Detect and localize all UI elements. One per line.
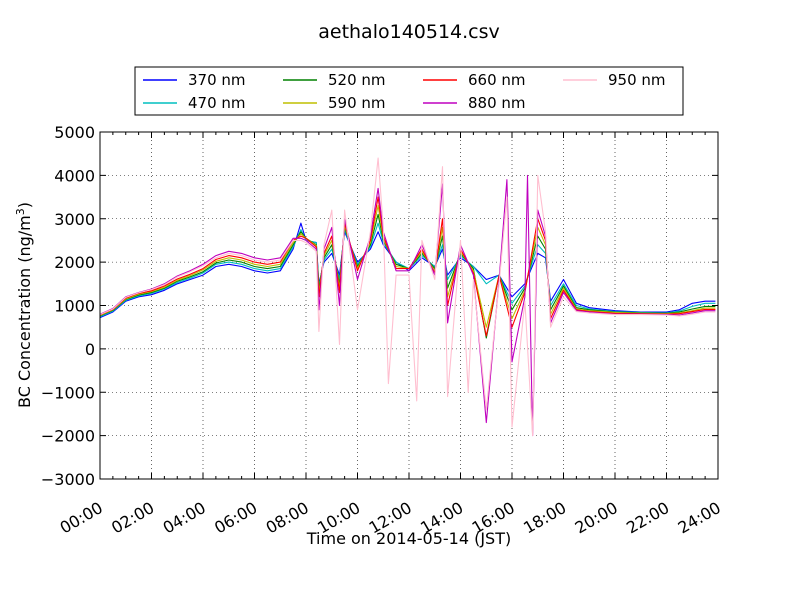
ticks (99, 131, 719, 480)
x-tick-label: 06:00 (211, 498, 260, 538)
legend-box (134, 66, 684, 116)
legend-label: 660 nm (468, 71, 526, 89)
series-line (99, 222, 716, 319)
legend-label: 470 nm (188, 94, 246, 112)
y-axis-label: BC Concentration (ng/m3) (14, 202, 34, 408)
x-axis-label: Time on 2014-05-14 (JST) (306, 529, 511, 548)
x-tick-label: 22:00 (623, 498, 672, 538)
y-tick-label: 3000 (54, 210, 95, 229)
series-line (99, 174, 716, 437)
series-line (99, 222, 716, 318)
y-tick-label: 2000 (54, 253, 95, 272)
y-tick-label: 0 (85, 340, 95, 359)
x-tick-label: 00:00 (57, 498, 106, 538)
series-line (99, 205, 716, 328)
legend-label: 590 nm (328, 94, 386, 112)
y-axis-label-main: BC Concentration (ng/m (15, 215, 34, 408)
x-tick-label: 20:00 (572, 498, 621, 538)
grid (100, 132, 718, 479)
x-tick-label: 04:00 (160, 498, 209, 538)
legend-label: 520 nm (328, 71, 386, 89)
y-tick-label: 4000 (54, 166, 95, 185)
y-tick-label: 5000 (54, 123, 95, 142)
x-tick-label: 02:00 (108, 498, 157, 538)
series-line (99, 213, 716, 339)
chart-title: aethalo140514.csv (318, 21, 500, 43)
y-axis-label-sup: 3 (14, 208, 27, 215)
y-tick-labels: −3000 −2000 −1000 0 1000 2000 3000 4000 5000 (41, 123, 95, 489)
y-axis-label-tail: ) (15, 202, 34, 208)
legend-label: 880 nm (468, 94, 526, 112)
series-line (99, 157, 716, 437)
x-tick-label: 08:00 (263, 498, 312, 538)
y-tick-label: −1000 (41, 383, 95, 402)
series-line (99, 196, 716, 337)
legend: 370 nm 470 nm 520 nm 590 nm 660 nm 880 nm 950 … (134, 66, 684, 116)
x-tick-label: 18:00 (520, 498, 569, 538)
y-tick-label: −2000 (41, 427, 95, 446)
y-tick-label: −3000 (41, 470, 95, 489)
series-lines (99, 157, 716, 437)
x-tick-label: 24:00 (675, 498, 724, 538)
y-tick-label: 1000 (54, 297, 95, 316)
legend-label: 370 nm (188, 71, 246, 89)
legend-label: 950 nm (608, 71, 666, 89)
